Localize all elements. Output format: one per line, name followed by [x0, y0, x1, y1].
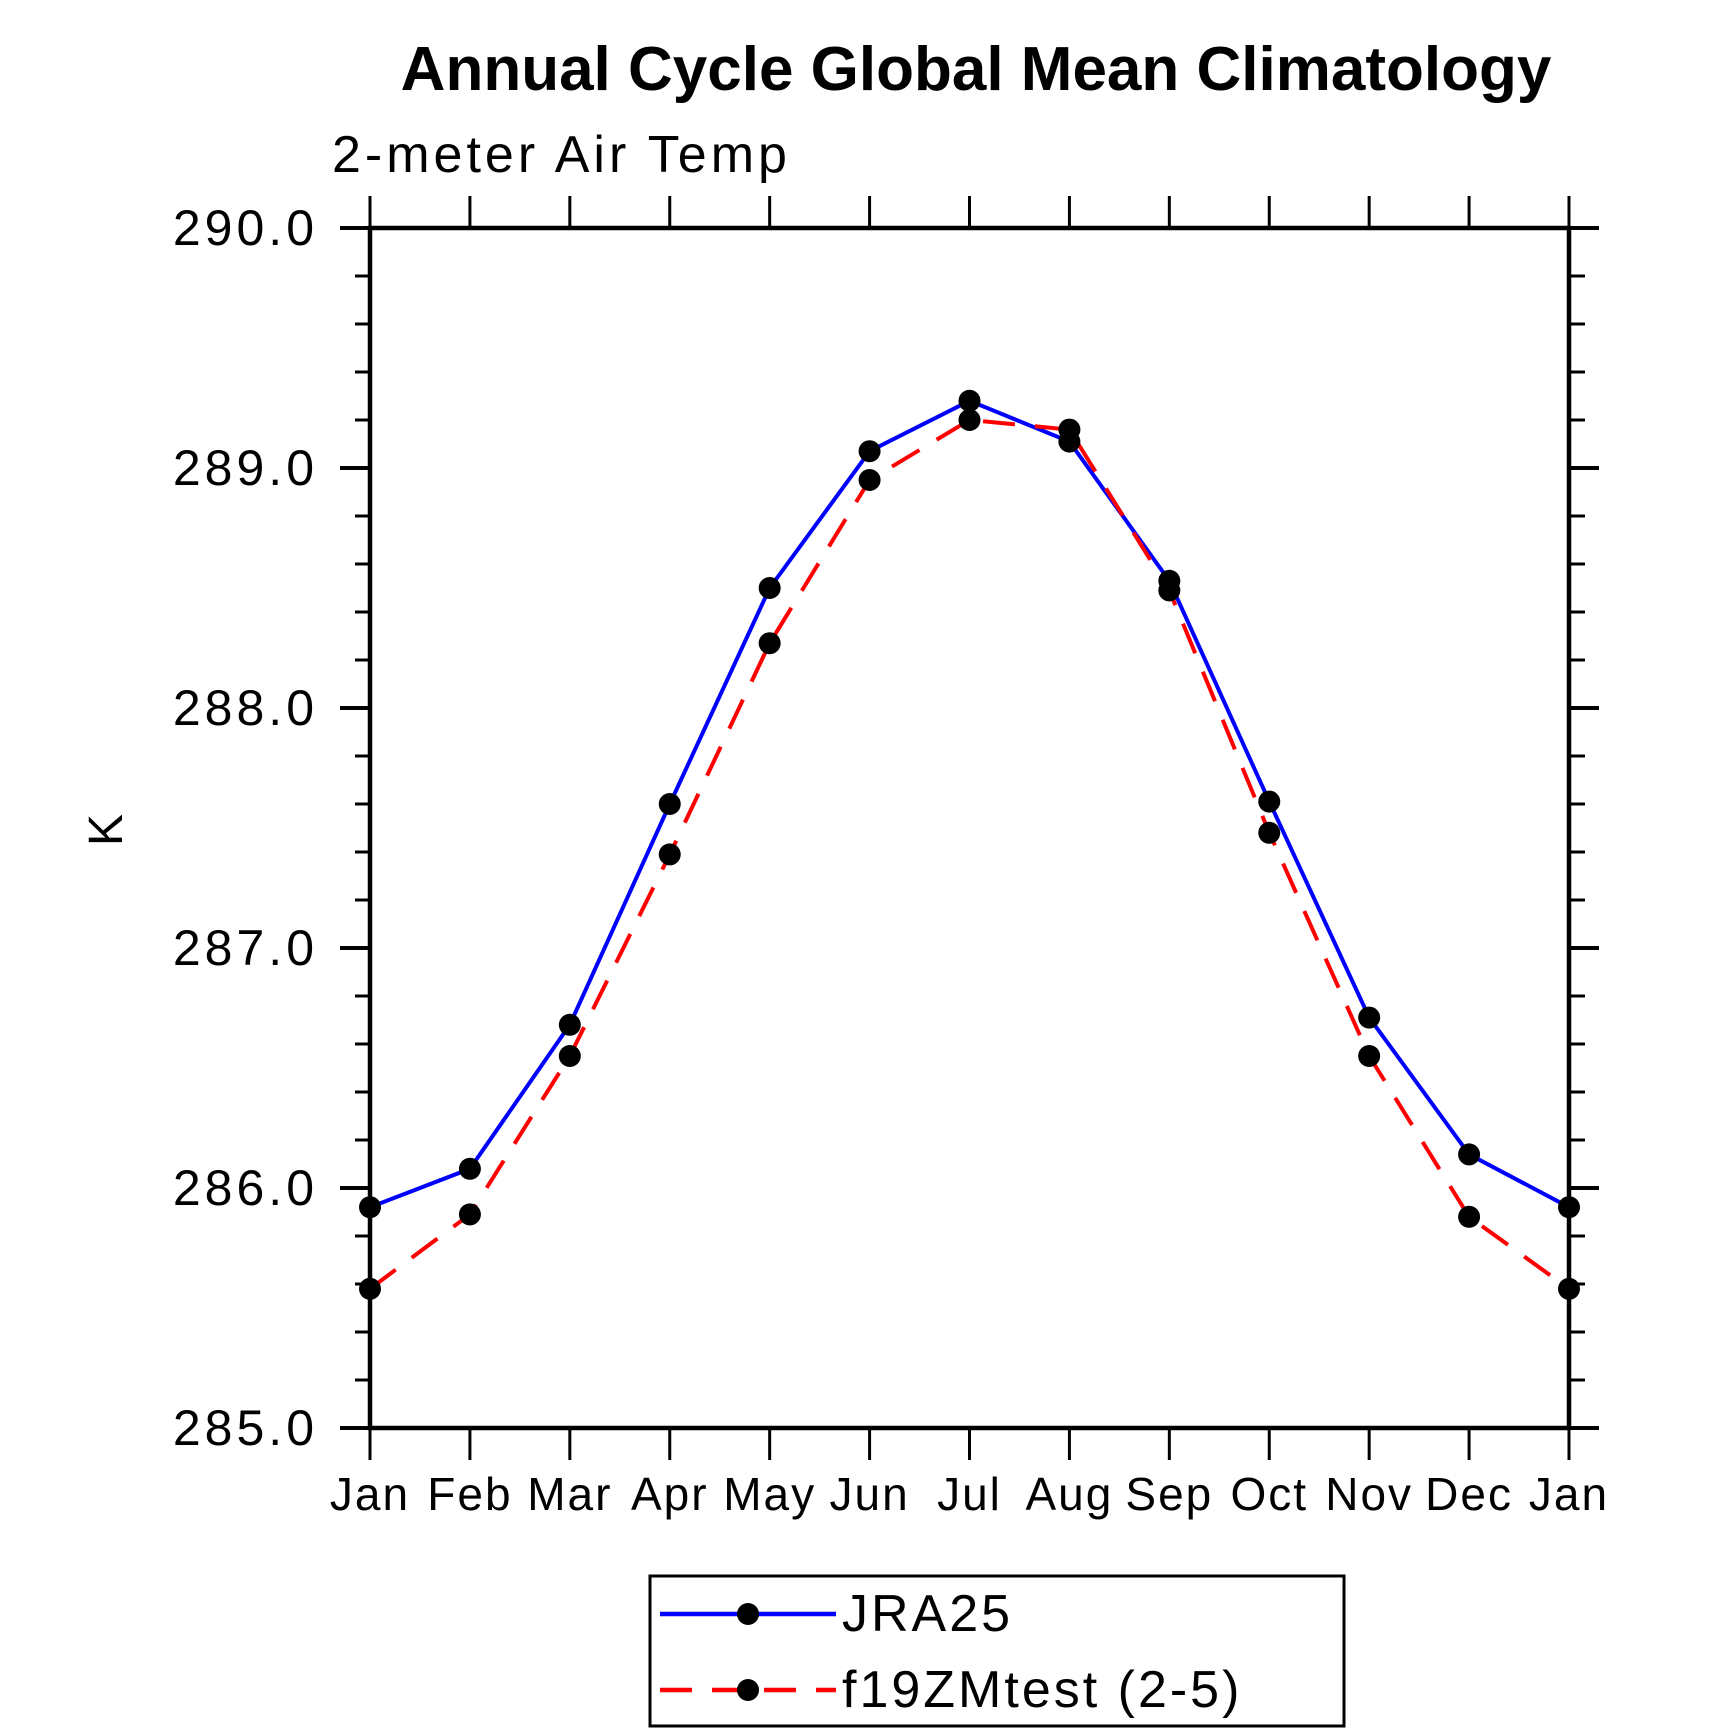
x-tick-label: Jan [1529, 1468, 1609, 1520]
y-axis-label: K [80, 814, 133, 846]
x-tick-label: May [723, 1468, 816, 1520]
data-point-marker [1458, 1205, 1481, 1228]
plot-area: 285.0 286.0 287.0 288.0 289.0 290.0 Jan Feb Mar… [173, 196, 1609, 1520]
y-tick-label: 287.0 [173, 920, 318, 976]
chart-title: Annual Cycle Global Mean Climatology [401, 35, 1552, 104]
series-markers [359, 389, 1580, 1300]
data-point-marker [958, 389, 981, 412]
x-axis-ticks [368, 196, 1571, 1460]
x-tick-label: Jul [937, 1468, 1002, 1520]
legend: JRA25 f19ZMtest (2-5) [648, 1574, 1346, 1728]
data-point-marker [858, 440, 881, 463]
data-point-marker [359, 1196, 381, 1219]
data-point-marker [958, 409, 981, 431]
legend-marker-sample [737, 1603, 759, 1625]
y-tick-label: 285.0 [173, 1400, 318, 1456]
series-line-f19zmtest-2-5- [368, 417, 1571, 1291]
data-point-marker [1458, 1143, 1481, 1166]
x-tick-label: Dec [1425, 1468, 1513, 1520]
x-tick-label: Apr [631, 1468, 709, 1520]
legend-label: JRA25 [842, 1585, 1013, 1643]
data-point-marker [1158, 579, 1181, 602]
legend-box [648, 1574, 1346, 1728]
x-tick-label: Jan [330, 1468, 410, 1520]
data-point-marker [359, 1277, 381, 1300]
data-point-marker [1258, 790, 1281, 813]
y-tick-label: 290.0 [173, 200, 318, 256]
chart-subtitle: 2-meter Air Temp [332, 126, 791, 184]
x-tick-label: Feb [427, 1468, 512, 1520]
data-point-marker [758, 632, 781, 655]
data-point-marker [858, 469, 881, 491]
x-tick-label: Oct [1230, 1468, 1308, 1520]
y-tick-labels: 285.0 286.0 287.0 288.0 289.0 290.0 [173, 200, 318, 1456]
x-tick-label: Jun [829, 1468, 909, 1520]
y-axis-ticks [340, 226, 1599, 1430]
data-point-marker [658, 843, 681, 866]
x-tick-label: Aug [1025, 1468, 1113, 1520]
y-tick-label: 286.0 [173, 1160, 318, 1216]
data-point-marker [558, 1013, 581, 1036]
x-tick-labels: Jan Feb Mar Apr May Jun Jul Aug Sep Oct Nov Dec Jan [330, 1468, 1609, 1520]
data-point-marker [558, 1045, 581, 1067]
data-point-marker [1558, 1277, 1580, 1300]
x-tick-label: Nov [1325, 1468, 1413, 1520]
data-point-marker [458, 1157, 481, 1180]
data-point-marker [658, 793, 681, 815]
data-point-marker [758, 577, 781, 599]
data-point-marker [1258, 821, 1281, 844]
legend-marker-sample [737, 1679, 759, 1701]
x-tick-label: Sep [1125, 1468, 1213, 1520]
series-lines [368, 398, 1571, 1291]
data-point-marker [1558, 1196, 1580, 1219]
data-point-marker [458, 1203, 481, 1226]
x-tick-label: Mar [527, 1468, 612, 1520]
legend-label: f19ZMtest (2-5) [842, 1661, 1242, 1719]
data-point-marker [1058, 418, 1081, 441]
y-tick-label: 288.0 [173, 680, 318, 736]
data-point-marker [1358, 1045, 1381, 1067]
y-tick-label: 289.0 [173, 440, 318, 496]
data-point-marker [1358, 1006, 1381, 1029]
